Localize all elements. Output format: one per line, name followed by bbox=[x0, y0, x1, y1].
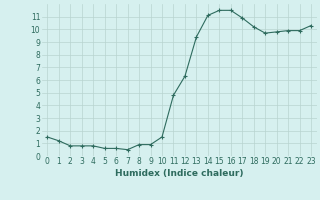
X-axis label: Humidex (Indice chaleur): Humidex (Indice chaleur) bbox=[115, 169, 244, 178]
